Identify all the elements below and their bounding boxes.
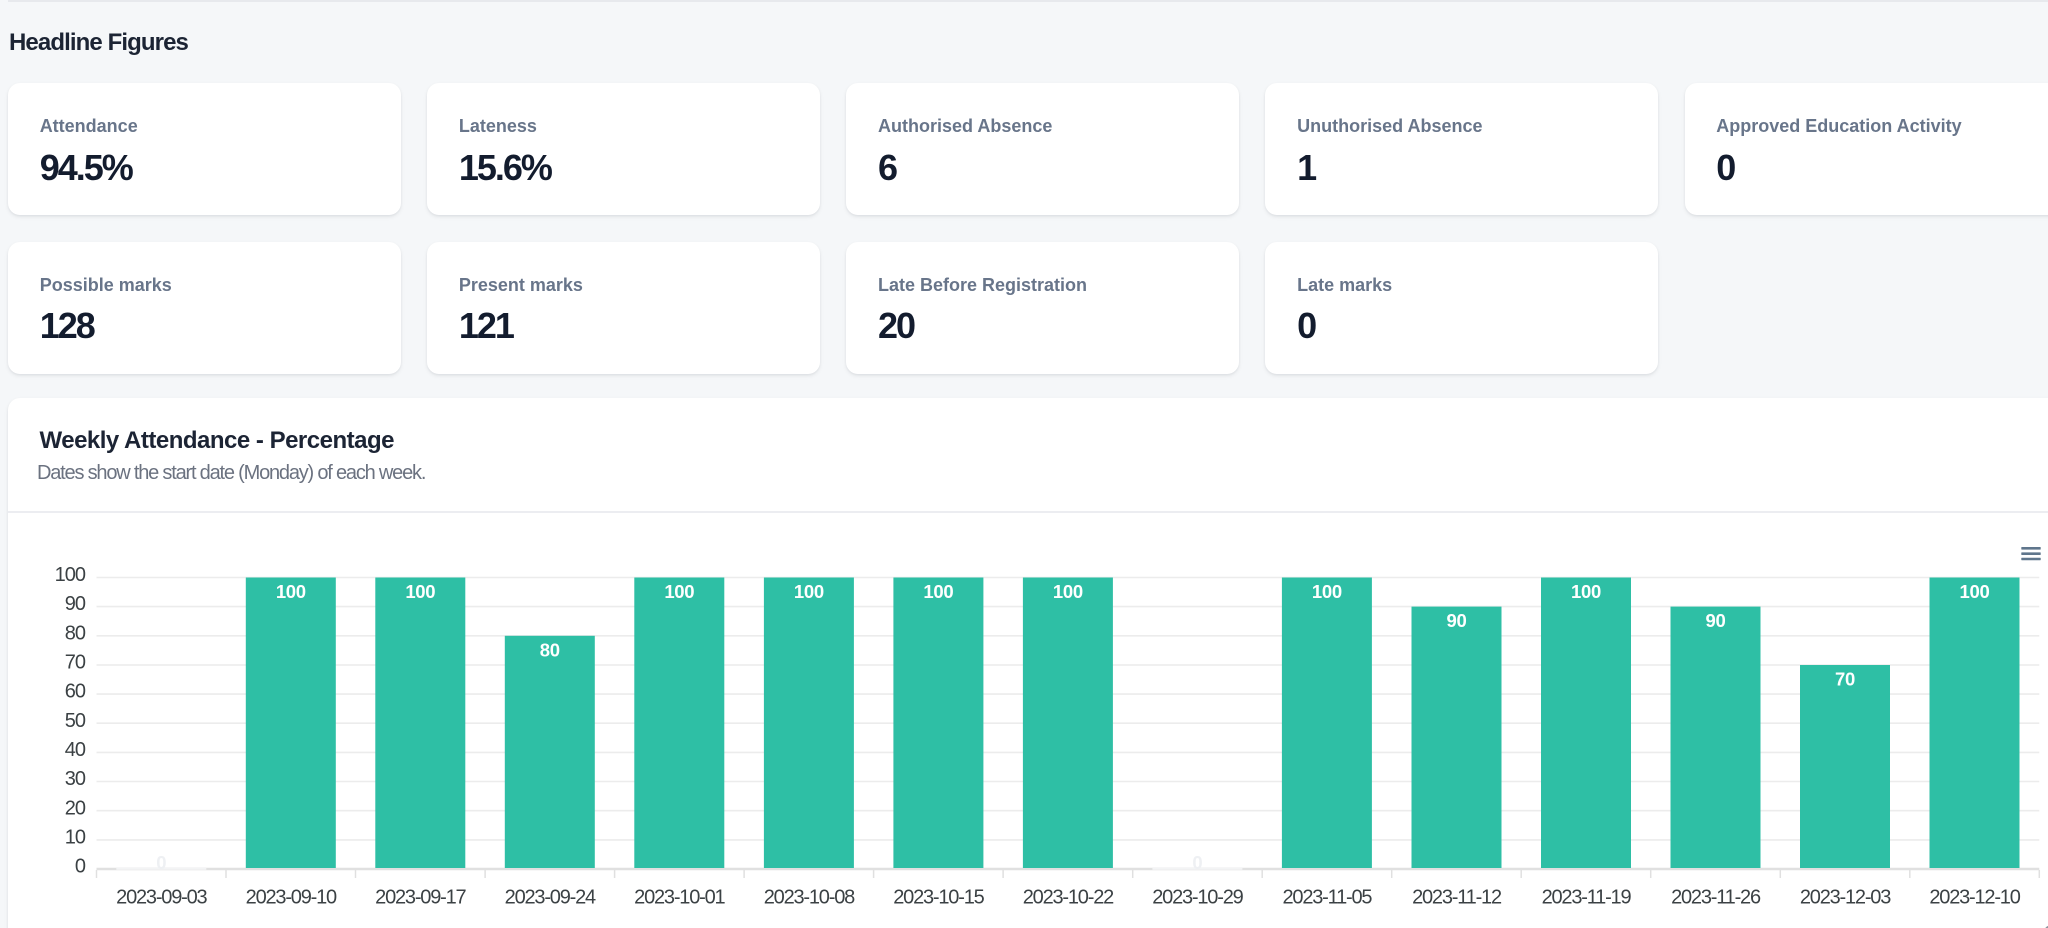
svg-text:100: 100 — [1053, 581, 1083, 602]
svg-text:0: 0 — [156, 852, 166, 873]
svg-text:0: 0 — [75, 856, 86, 878]
svg-text:2023-10-22: 2023-10-22 — [1023, 886, 1114, 908]
svg-text:2023-09-10: 2023-09-10 — [246, 886, 337, 908]
svg-text:90: 90 — [1447, 610, 1467, 631]
svg-text:70: 70 — [65, 652, 86, 674]
svg-text:2023-09-24: 2023-09-24 — [505, 886, 596, 908]
svg-text:90: 90 — [65, 593, 86, 615]
svg-text:100: 100 — [1312, 581, 1342, 602]
svg-text:70: 70 — [1835, 669, 1855, 690]
svg-text:50: 50 — [65, 710, 86, 732]
svg-text:100: 100 — [276, 581, 306, 602]
svg-text:40: 40 — [65, 739, 86, 761]
svg-text:100: 100 — [1960, 581, 1990, 602]
svg-text:100: 100 — [1571, 581, 1601, 602]
svg-text:2023-10-01: 2023-10-01 — [634, 886, 725, 908]
svg-text:100: 100 — [55, 564, 86, 586]
svg-text:90: 90 — [1706, 610, 1726, 631]
svg-text:60: 60 — [65, 681, 86, 703]
svg-text:2023-12-03: 2023-12-03 — [1800, 886, 1891, 908]
svg-text:20: 20 — [65, 797, 86, 819]
svg-text:100: 100 — [405, 581, 435, 602]
svg-text:0: 0 — [1192, 852, 1202, 873]
svg-text:100: 100 — [923, 581, 953, 602]
svg-text:2023-09-03: 2023-09-03 — [116, 886, 207, 908]
svg-text:2023-10-29: 2023-10-29 — [1152, 886, 1243, 908]
svg-text:2023-11-05: 2023-11-05 — [1282, 886, 1372, 908]
svg-text:2023-10-08: 2023-10-08 — [764, 886, 855, 908]
svg-text:2023-12-10: 2023-12-10 — [1929, 886, 2020, 908]
svg-text:2023-11-12: 2023-11-12 — [1412, 886, 1502, 908]
svg-text:100: 100 — [794, 581, 824, 602]
svg-text:30: 30 — [65, 768, 86, 790]
svg-text:80: 80 — [65, 622, 86, 644]
svg-text:80: 80 — [540, 639, 560, 660]
svg-text:2023-10-15: 2023-10-15 — [893, 886, 984, 908]
svg-text:10: 10 — [65, 827, 86, 849]
svg-text:2023-11-19: 2023-11-19 — [1542, 886, 1632, 908]
svg-text:100: 100 — [664, 581, 694, 602]
svg-text:2023-11-26: 2023-11-26 — [1671, 886, 1761, 908]
svg-text:2023-09-17: 2023-09-17 — [375, 886, 466, 908]
